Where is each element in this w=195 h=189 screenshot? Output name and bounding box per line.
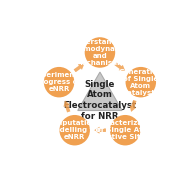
Circle shape xyxy=(59,115,90,146)
Text: Computational
Modelling for
eNRR: Computational Modelling for eNRR xyxy=(45,120,104,140)
Polygon shape xyxy=(78,72,122,111)
Circle shape xyxy=(85,37,115,68)
Text: Generation
of Single
Atom
Catalysts: Generation of Single Atom Catalysts xyxy=(119,69,163,96)
Circle shape xyxy=(44,67,74,97)
Circle shape xyxy=(110,115,140,146)
Text: Understanding
Thermodynamics
and
Mechanisms: Understanding Thermodynamics and Mechani… xyxy=(66,39,134,66)
Text: Experimental
Progress on
eNRR: Experimental Progress on eNRR xyxy=(33,72,86,92)
Text: Characterization
of Single Atom
Active Sites: Characterization of Single Atom Active S… xyxy=(92,120,158,140)
Circle shape xyxy=(126,67,156,97)
Text: Single
Atom
Electrocatalyst
for NRR: Single Atom Electrocatalyst for NRR xyxy=(63,80,136,121)
